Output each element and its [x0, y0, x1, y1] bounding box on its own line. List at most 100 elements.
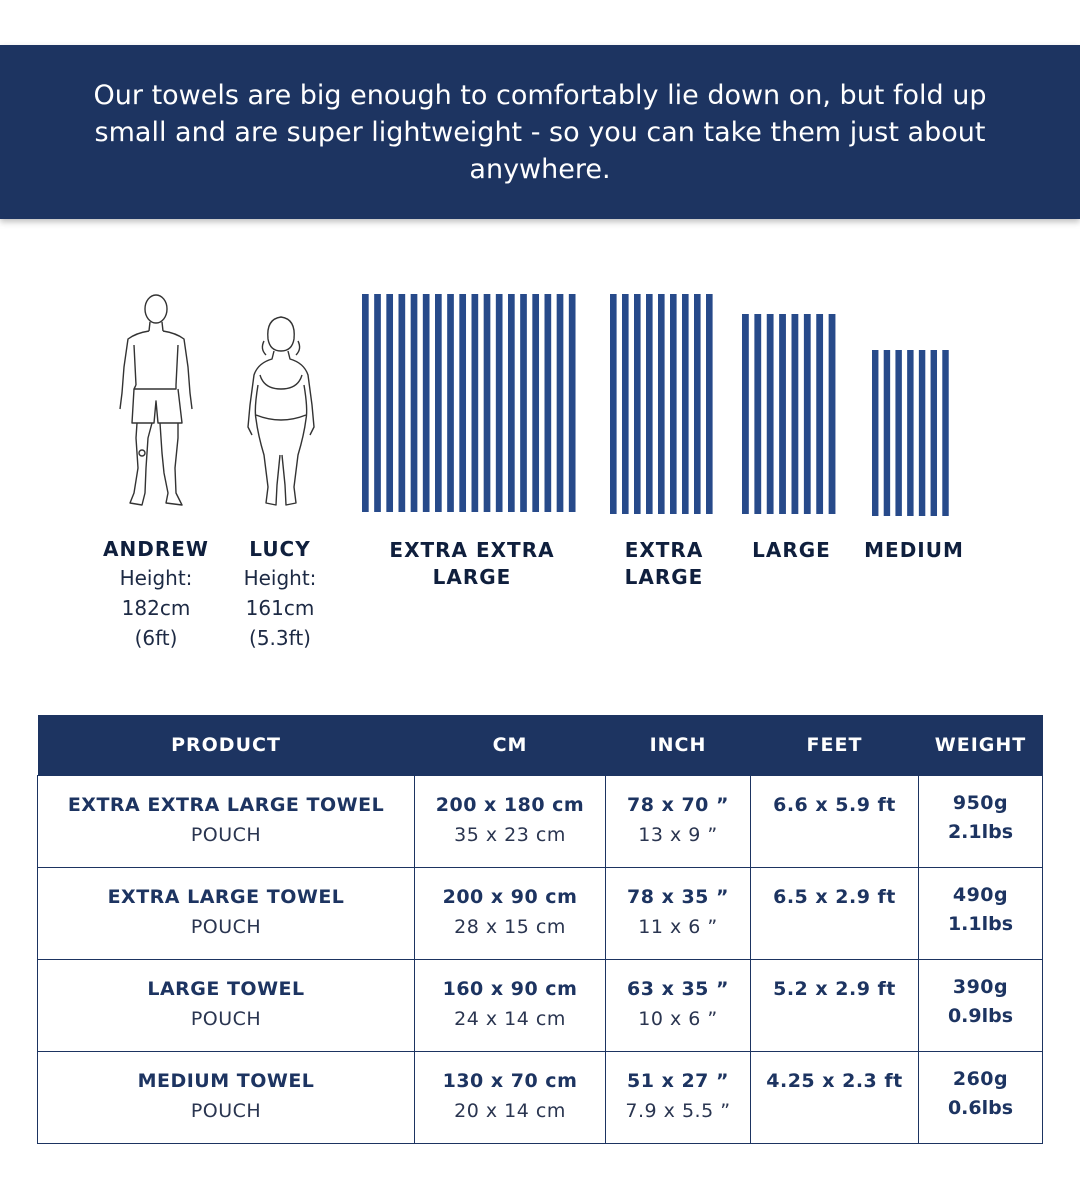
cell-inch: 63 x 35 ” 10 x 6 ” [605, 959, 751, 1052]
cell-weight: 260g 0.6lbs [918, 1051, 1043, 1144]
towel-stripe [508, 294, 515, 512]
pouch-label: POUCH [190, 1100, 262, 1122]
towel-stripe [422, 294, 430, 512]
towel-stripe [694, 294, 701, 514]
towel-stripe [410, 294, 418, 512]
table-row: LARGE TOWEL POUCH 160 x 90 cm 24 x 14 cm 6… [37, 959, 1043, 1052]
weight-lbs: 2.1lbs [947, 821, 1014, 843]
lucy-height-ft: (5.3ft) [249, 626, 311, 650]
andrew-height-ft: (6ft) [134, 626, 178, 650]
weight-g: 950g [952, 792, 1009, 814]
cell-cm: 160 x 90 cm 24 x 14 cm [414, 959, 606, 1052]
cell-cm: 200 x 90 cm 28 x 15 cm [414, 867, 606, 960]
lucy-height-cm: 161cm [245, 596, 315, 620]
pouch-label: POUCH [190, 916, 262, 938]
towel-stripe [766, 314, 774, 514]
towel-stripe [398, 294, 406, 512]
towel-stripe [435, 294, 442, 512]
weight-lbs: 0.6lbs [947, 1097, 1014, 1119]
towel-stripe [791, 314, 799, 514]
header-cm: CM [414, 715, 606, 776]
intro-text: Our towels are big enough to comfortably… [93, 80, 987, 185]
cell-feet: 5.2 x 2.9 ft [750, 959, 919, 1052]
towel-stripe [918, 350, 926, 516]
header-product: PRODUCT [37, 715, 415, 776]
towel-stripe [646, 294, 653, 514]
andrew-caption: ANDREW Height: 182cm (6ft) [85, 536, 227, 653]
size-cm: 130 x 70 cm [442, 1070, 578, 1092]
towel-stripe [742, 314, 749, 514]
towel-stripe [362, 294, 369, 512]
pouch-inch: 11 x 6 ” [638, 916, 718, 938]
towel-medium-caption: MEDIUM [856, 537, 972, 564]
towel-xxl-label-line1: EXTRA EXTRA [389, 538, 555, 562]
andrew-height-cm: 182cm [121, 596, 191, 620]
towel-medium-image [872, 350, 954, 516]
cell-product: MEDIUM TOWEL POUCH [37, 1051, 415, 1144]
pouch-inch: 7.9 x 5.5 ” [625, 1100, 731, 1122]
towel-stripe [556, 294, 564, 512]
cell-product: LARGE TOWEL POUCH [37, 959, 415, 1052]
pouch-cm: 24 x 14 cm [454, 1008, 566, 1030]
towel-stripe [872, 350, 879, 516]
size-feet: 5.2 x 2.9 ft [773, 978, 896, 1000]
towel-xxl-label-line2: LARGE [432, 565, 512, 589]
towel-stripe [544, 294, 552, 512]
towel-large-image [742, 314, 841, 514]
andrew-figure-icon [112, 293, 200, 513]
size-inch: 78 x 35 ” [627, 886, 729, 908]
table-row: MEDIUM TOWEL POUCH 130 x 70 cm 20 x 14 cm … [37, 1051, 1043, 1144]
product-name: EXTRA EXTRA LARGE TOWEL [67, 794, 385, 816]
size-cm: 160 x 90 cm [442, 978, 578, 1000]
weight-lbs: 0.9lbs [947, 1005, 1014, 1027]
towel-large-label: LARGE [752, 538, 831, 562]
towel-stripe [374, 294, 381, 512]
towel-medium-label: MEDIUM [864, 538, 964, 562]
cell-cm: 200 x 180 cm 35 x 23 cm [414, 775, 606, 868]
towel-xl-label-line2: LARGE [624, 565, 704, 589]
towel-stripe [754, 314, 762, 514]
towel-xxl-image [362, 294, 581, 512]
product-name: EXTRA LARGE TOWEL [107, 886, 345, 908]
header-feet: FEET [750, 715, 919, 776]
towel-large-caption: LARGE [736, 537, 847, 564]
table-row: EXTRA EXTRA LARGE TOWEL POUCH 200 x 180 c… [37, 775, 1043, 868]
towel-stripe [520, 294, 527, 512]
andrew-height-label: Height: [119, 566, 193, 590]
weight-g: 260g [952, 1068, 1009, 1090]
cell-feet: 4.25 x 2.3 ft [750, 1051, 919, 1144]
towel-xl-label-line1: EXTRA [624, 538, 704, 562]
towel-stripe [907, 350, 914, 516]
lucy-figure-icon [244, 315, 318, 515]
pouch-cm: 28 x 15 cm [454, 916, 566, 938]
andrew-name: ANDREW [103, 537, 209, 561]
weight-g: 490g [952, 884, 1009, 906]
cell-cm: 130 x 70 cm 20 x 14 cm [414, 1051, 606, 1144]
towel-stripe [816, 314, 824, 514]
cell-inch: 51 x 27 ” 7.9 x 5.5 ” [605, 1051, 751, 1144]
towel-stripe [682, 294, 689, 514]
cell-weight: 490g 1.1lbs [918, 867, 1043, 960]
lucy-caption: LUCY Height: 161cm (5.3ft) [214, 536, 346, 653]
towel-stripe [386, 294, 394, 512]
size-feet: 6.6 x 5.9 ft [773, 794, 896, 816]
towel-stripe [942, 350, 949, 516]
pouch-label: POUCH [190, 824, 262, 846]
towel-xxl-caption: EXTRA EXTRA LARGE [362, 537, 582, 591]
towel-stripe [895, 350, 902, 516]
intro-banner: Our towels are big enough to comfortably… [0, 45, 1080, 219]
towel-stripe [471, 294, 479, 512]
cell-product: EXTRA LARGE TOWEL POUCH [37, 867, 415, 960]
towel-stripe [779, 314, 786, 514]
size-inch: 63 x 35 ” [627, 978, 729, 1000]
cell-inch: 78 x 70 ” 13 x 9 ” [605, 775, 751, 868]
pouch-label: POUCH [190, 1008, 262, 1030]
towel-stripe [532, 294, 540, 512]
towel-stripe [459, 294, 467, 512]
cell-inch: 78 x 35 ” 11 x 6 ” [605, 867, 751, 960]
towel-stripe [883, 350, 891, 516]
weight-lbs: 1.1lbs [947, 913, 1014, 935]
lucy-height-label: Height: [243, 566, 317, 590]
size-feet: 6.5 x 2.9 ft [773, 886, 896, 908]
header-weight: WEIGHT [918, 715, 1043, 776]
